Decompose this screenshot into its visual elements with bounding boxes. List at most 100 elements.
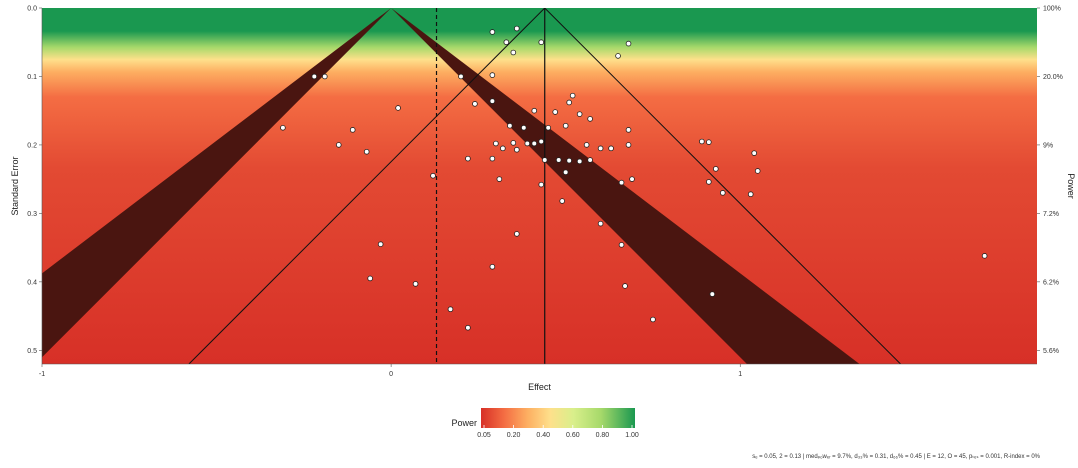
study-point [541, 157, 548, 163]
study-point [566, 99, 572, 106]
study-point [552, 109, 559, 115]
study-point [566, 157, 572, 164]
y-tick-label: 0.2 [27, 142, 37, 149]
legend-tick-label: 0.20 [507, 432, 521, 439]
significance-band-right [391, 8, 860, 364]
study-point [503, 39, 510, 46]
study-point [489, 98, 496, 104]
study-point [514, 25, 520, 32]
study-point [597, 145, 604, 152]
study-point [622, 283, 628, 289]
study-point [569, 92, 576, 99]
study-point [576, 111, 583, 117]
study-point [555, 157, 562, 163]
study-point [489, 155, 496, 162]
study-point [377, 241, 384, 247]
study-point [500, 145, 506, 152]
study-point [629, 176, 635, 182]
study-point [412, 281, 419, 287]
study-point [458, 73, 464, 80]
power-tick-label: 100% [1043, 6, 1061, 13]
power-tick-label: 7.2% [1043, 211, 1059, 218]
study-point [531, 140, 538, 147]
study-point [538, 39, 545, 46]
power-tick-label: 6.2% [1043, 279, 1059, 286]
study-point [510, 140, 517, 146]
funnel-left-line [188, 8, 546, 364]
y-axis-title: Standard Error [10, 156, 20, 215]
study-point [465, 324, 471, 331]
study-point [520, 125, 527, 131]
study-point [349, 127, 356, 133]
footer-statistics: sₑ = 0.05, 2 = 0.13 | medₚₒwₑᵣ = 9.7%, d… [752, 454, 1040, 460]
study-point [395, 105, 401, 111]
study-point [597, 220, 604, 227]
study-point [583, 142, 590, 148]
legend-colorbar [481, 408, 635, 428]
study-point [489, 263, 496, 270]
power-tick-label: 20.0% [1043, 74, 1063, 81]
legend-tick-label: 0.05 [477, 432, 491, 439]
study-point [706, 139, 712, 145]
y-tick-label: 0.0 [27, 6, 37, 13]
study-point [618, 242, 625, 248]
power-tick-label: 5.6% [1043, 348, 1059, 355]
x-tick-label: 1 [738, 371, 742, 378]
study-point [576, 158, 583, 165]
study-point [321, 73, 328, 80]
legend-tick-label: 1.00 [625, 432, 639, 439]
study-point [618, 179, 625, 186]
study-point [367, 275, 373, 282]
study-point [699, 138, 705, 145]
y-tick-label: 0.5 [27, 348, 37, 355]
study-point [465, 155, 471, 162]
x-tick-label: 0 [389, 371, 393, 378]
study-point [625, 40, 632, 47]
study-point [625, 127, 632, 133]
study-point [493, 140, 499, 147]
study-point [280, 125, 286, 131]
x-axis-title: Effect [528, 382, 551, 392]
power-axis-title: Power [1066, 173, 1076, 199]
study-point [311, 73, 318, 80]
study-point [430, 172, 436, 179]
study-point [524, 140, 531, 147]
x-tick-label: -1 [39, 371, 45, 378]
study-point [751, 150, 758, 156]
legend-title: Power [451, 418, 477, 428]
legend-tick-label: 0.80 [596, 432, 610, 439]
study-point [496, 176, 503, 182]
significance-band-left [42, 8, 392, 358]
study-point [489, 29, 496, 35]
study-point [608, 145, 614, 152]
study-point [538, 181, 545, 188]
study-point [363, 148, 370, 155]
study-point [747, 191, 754, 198]
study-point [531, 107, 538, 114]
study-point [514, 231, 520, 237]
study-point [510, 49, 517, 56]
study-point [713, 166, 719, 172]
study-point [559, 198, 565, 204]
power-tick-label: 9% [1043, 142, 1053, 149]
study-point [587, 116, 593, 122]
y-tick-label: 0.1 [27, 74, 37, 81]
legend-tick-label: 0.40 [536, 432, 550, 439]
study-point [545, 125, 552, 131]
study-point [538, 138, 545, 145]
study-point [754, 168, 761, 174]
study-point [981, 253, 988, 259]
study-point [507, 122, 513, 129]
study-point [472, 101, 478, 107]
study-point [650, 316, 656, 323]
study-point [335, 142, 342, 148]
study-point [615, 53, 621, 59]
study-point [587, 157, 593, 163]
funnel-right-line [544, 8, 901, 364]
study-point [706, 179, 712, 185]
study-point [447, 306, 454, 313]
study-point [489, 72, 496, 78]
y-tick-label: 0.4 [27, 279, 37, 286]
study-point [514, 146, 520, 153]
